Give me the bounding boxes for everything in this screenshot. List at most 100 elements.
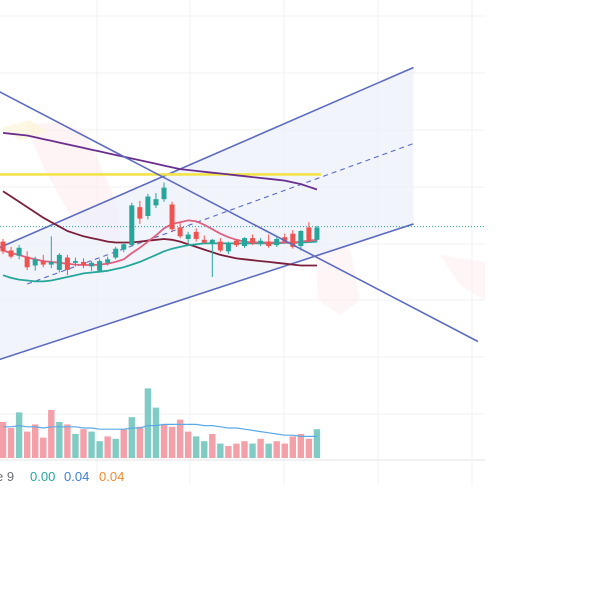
volume-bar [96,441,103,458]
candle-body [274,238,280,246]
candle-body [282,237,288,242]
volume-bar [225,446,232,458]
volume-bar [0,422,7,458]
candle-body [40,261,46,265]
volume-bar [249,443,256,458]
candle-body [266,241,272,247]
candle-body [258,240,264,244]
candle-body [32,259,38,266]
candle-body [48,261,54,265]
volume-bar [136,426,144,458]
channel-fill [0,67,414,360]
candle-body [298,231,304,247]
background-zone [315,245,360,315]
candle-body [81,261,86,266]
channel-median-line [26,142,414,285]
candle-body [185,234,191,239]
volume-bar [40,437,47,458]
volume-bar [313,429,321,458]
candle-body [314,227,320,240]
volume-bar [201,441,208,458]
volume-bar [297,434,305,458]
volume-bar [72,434,79,458]
horizontal-level[interactable] [0,173,485,228]
ma-fast-line [2,219,318,266]
volume-bar [305,438,313,458]
candle-body [24,256,30,268]
volume-bar [273,441,280,458]
descending-trendline [0,91,479,343]
candle-body [242,238,247,247]
candle-body [169,204,175,230]
candle-body [250,238,256,243]
volume-bar [7,428,15,458]
volume-bar [56,422,63,458]
trendlines[interactable] [0,85,479,343]
candle-body [121,244,127,250]
candle-body [129,205,135,246]
volume-bar [217,443,224,458]
volume-bar [257,438,264,458]
candle-body [16,247,22,256]
volume-bar [209,434,216,458]
volume-bar [281,443,288,458]
volume-bar [176,419,184,458]
candle-body [306,227,312,241]
candle-body [209,239,215,243]
candle-body [193,231,199,239]
indicator-legend: e 9 0.00 0.04 0.04 [0,469,124,484]
candle-body [8,250,14,257]
indicator-value-2: 0.04 [64,469,89,484]
indicator-name: e 9 [0,469,14,484]
candle-body [64,257,70,270]
channel-upper-line [0,66,414,249]
volume-bar [104,436,111,458]
volume-bars [0,388,321,458]
volume-ma-line [3,423,317,437]
moving-averages [2,132,318,283]
candle-body [72,261,78,263]
volume-bar [80,429,87,458]
candle-body [217,241,223,251]
volume-bar [88,431,95,458]
volume-bar [233,443,240,458]
candle-body [153,199,159,206]
volume-bar [289,436,296,458]
volume-bar [168,426,176,458]
volume-bar [15,412,23,458]
candle-body [145,196,151,216]
ascending-channel[interactable] [0,66,414,363]
candle-body [0,241,6,252]
candle-body [161,187,167,200]
volume-bar [32,424,39,458]
volume-bar [23,431,31,458]
candle-body [137,207,143,219]
volume-bar [112,438,119,458]
volume-bar [64,424,71,458]
volume-bar [265,443,272,458]
ma-slow-line [2,190,317,267]
volume-bar [120,429,127,458]
candle-body [97,261,103,271]
volume-bar [128,417,135,458]
indicator-value-1: 0.00 [30,469,55,484]
candle-body [56,254,62,270]
candle-body [233,240,239,246]
background-zone [0,120,48,140]
volume-bar [241,441,248,458]
indicator-value-3: 0.04 [99,469,124,484]
candle-body [290,233,296,247]
candle-body [89,262,95,267]
volume-bar [193,436,200,458]
volume-bar [184,431,192,458]
channel-lower-line [0,223,414,361]
candle-body [113,248,119,258]
candle-body [105,259,111,263]
ma-long-line [2,132,318,191]
candle-body [225,242,231,252]
volume-bar [160,424,168,458]
volume-bar [48,410,55,458]
background-zone [440,255,485,300]
